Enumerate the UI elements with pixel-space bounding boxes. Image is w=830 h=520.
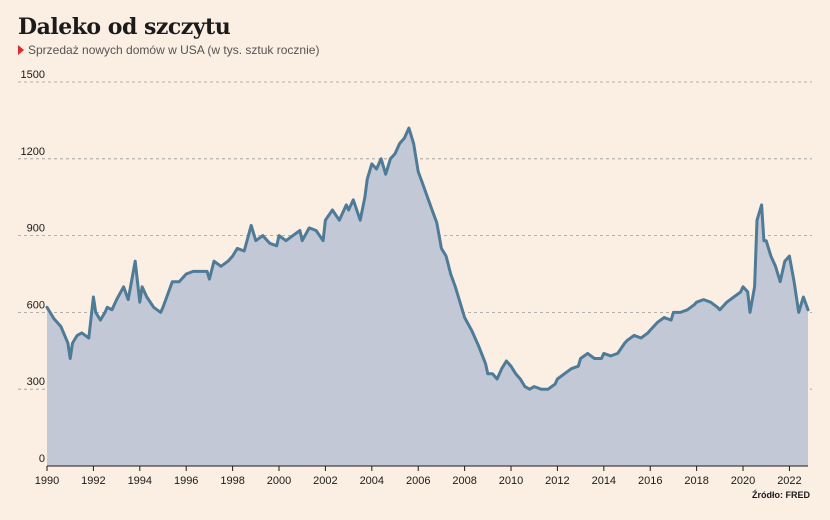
y-tick-label-0: 0	[39, 453, 45, 465]
y-tick-label-900: 900	[27, 223, 45, 235]
x-tick-label-1996: 1996	[174, 475, 198, 487]
source-note: Źródło: FRED	[752, 490, 810, 500]
x-tick-label-1998: 1998	[220, 475, 244, 487]
x-tick-label-2010: 2010	[499, 475, 523, 487]
y-tick-label-1200: 1200	[21, 146, 45, 158]
x-tick-label-2002: 2002	[313, 475, 337, 487]
x-axis: 1990 1992 1994 1996 1998 2000 2002 2004 2006 2008…	[35, 465, 808, 487]
series-line	[45, 126, 810, 391]
series-area	[47, 128, 808, 466]
x-tick-label-1994: 1994	[128, 475, 152, 487]
subtitle-text: Sprzedaż nowych domów w USA (w tys. sztu…	[28, 43, 320, 57]
x-tick-label-2014: 2014	[592, 475, 616, 487]
x-tick-label-2020: 2020	[731, 475, 755, 487]
x-tick-label-2022: 2022	[777, 475, 801, 487]
chart-title: Daleko od szczytu	[18, 14, 231, 40]
y-axis: 0 300 600 900 1200 1500	[21, 69, 45, 465]
x-tick-label-2012: 2012	[545, 475, 569, 487]
x-tick-label-2008: 2008	[452, 475, 476, 487]
subtitle-marker-icon	[18, 45, 24, 55]
x-tick-label-2016: 2016	[638, 475, 662, 487]
chart-subtitle: Sprzedaż nowych domów w USA (w tys. sztu…	[18, 43, 319, 57]
x-tick-label-1990: 1990	[35, 475, 59, 487]
x-tick-label-2018: 2018	[684, 475, 708, 487]
x-tick-label-2006: 2006	[406, 475, 430, 487]
x-tick-label-1992: 1992	[81, 475, 105, 487]
area-layer	[45, 126, 810, 466]
y-tick-label-1500: 1500	[21, 69, 45, 81]
x-tick-label-2000: 2000	[267, 475, 291, 487]
x-tick-label-2004: 2004	[360, 475, 384, 487]
y-tick-label-300: 300	[27, 376, 45, 388]
y-tick-label-600: 600	[27, 299, 45, 311]
